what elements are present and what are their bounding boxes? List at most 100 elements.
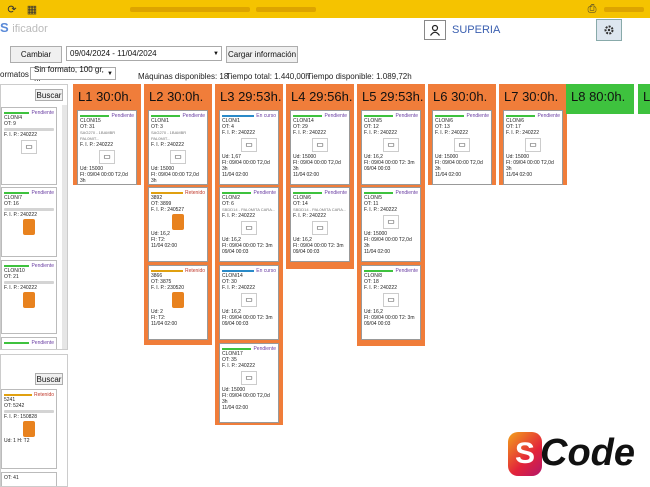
order-card[interactable]: Pendiente CLON/17 OT: 35 F. I. P.: 240222 ▭ U… [219,343,279,423]
card-units: Ud: 15000 [293,154,317,160]
product-image: ▭ [241,138,257,152]
card-end: 11/04 02:00 [222,405,249,411]
list-item[interactable]: Retenido 5241 OT: 5242 F. I. P.: 150828 … [1,389,57,469]
list-item[interactable]: Pendiente CLON/4 OT: 9 F. I. P.: 240222 … [1,107,57,185]
chevron-down-icon: ▼ [107,70,113,77]
search-button[interactable]: Buscar [35,89,63,101]
status-badge: Pendiente [111,112,134,119]
card-units: Ud: 1,67 [222,154,241,160]
card-fip: F. I. P.: 240222 [151,142,184,148]
product-image: ▭ [241,293,257,307]
list-item[interactable]: Pendiente CLON/10 OT: 21 F. I. P.: 24022… [1,260,57,334]
card-end: 11/04 02:00 [151,184,205,185]
card-ot: OT: 11 [364,201,379,207]
lane-header[interactable]: L2 30:0h. [149,89,204,104]
order-card[interactable]: Pendiente CLON/8 OT: 18 F. I. P.: 240222 ▭ Ud… [361,265,421,340]
list-item[interactable]: Pendiente CLON/7 OT: 16 F. I. P.: 240222 [1,187,57,257]
order-card[interactable]: Pendiente CLON/6 OT: 17 F. I. P.: 240222 ▭ Ud… [503,110,563,185]
list-item[interactable]: Pendiente [1,337,57,349]
left-panel-pending: Buscar Pendiente CLON/4 OT: 9 F. I. P.: … [0,84,68,350]
card-start: FI: 09/04 00:00 T2: 3m [222,315,273,321]
card-end: 11/04 02:00 [293,172,320,178]
card-end: 11/04 02:00 [151,243,178,249]
card-fip: F. I. P.: 240222 [364,285,397,291]
order-card[interactable]: Pendiente CLON/14 OT: 29 F. I. P.: 240222 ▭ U… [290,110,350,185]
machine-lane: L1 30:0h. Pendiente CLON/15 OT: 31 SAG270 - … [73,84,141,185]
card-clon: CLON/2 [222,195,241,201]
user-name: SUPERIA [452,24,501,36]
card-fip: F. I. P.: 240222 [4,212,37,218]
card-ot: OT: 18 [364,279,379,285]
machine-lane: L [638,84,650,114]
card-clon: CLON/6 [506,118,525,124]
card-start: FI: 09/04 00:00 T2,0d 3h [435,160,483,172]
card-fip: F. I. P.: 240222 [293,213,326,219]
card-start: FI: 09/04 00:00 T2: 3m [222,243,273,249]
order-card[interactable]: Pendiente CLON/1 OT: 3 SAG270 - 1BAMBR PAL0… [148,110,208,185]
card-fip: F. I. P.: 230520 [151,285,184,291]
machine-lane: L7 30:0h. Pendiente CLON/6 OT: 17 F. I. P.: … [499,84,567,185]
gear-icon[interactable] [596,19,622,41]
order-card[interactable]: Pendiente CLON/15 OT: 31 SAG270 - 1BAMBR PA… [77,110,137,185]
list-item[interactable]: OT: 41 [1,472,57,486]
card-end: 11/04 02:00 [151,321,178,327]
user-icon[interactable] [424,20,446,40]
card-clon: CLON/7 [4,195,23,201]
card-units: Ud: 16,2 [364,309,383,315]
card-ot: OT: 5242 [4,403,25,409]
order-card[interactable]: Pendiente CLON/6 OT: 13 F. I. P.: 240222 ▭ Ud… [432,110,492,185]
grid-icon[interactable]: ▦ [26,3,38,16]
status-badge: Pendiente [31,189,54,196]
card-ot: OT: 9 [4,121,16,127]
card-clon: CLON/14 [222,273,243,279]
product-image [172,292,184,308]
printer-icon[interactable]: ⎙ [587,2,597,15]
card-clon: CLON/10 [4,268,25,274]
search-button[interactable]: Buscar [35,373,63,385]
product-image: ▭ [170,150,186,164]
status-badge: Pendiente [253,345,276,352]
card-ot: OT: 3 [151,124,163,130]
lane-header[interactable]: L7 30:0h. [504,89,559,104]
card-clon: 3892 [151,195,163,201]
date-range-select[interactable]: 09/04/2024 - 11/04/2024 ▼ [66,46,222,61]
card-fip: F. I. P.: 240222 [222,363,255,369]
order-card[interactable]: En curso CLON/14 OT: 30 F. I. P.: 240222 ▭ Ud… [219,265,279,340]
order-card[interactable]: Retenido 3866 OT: 3875 F. I. P.: 230520 Ud: … [148,265,208,340]
order-card[interactable]: Retenido 3892 OT: 3899 F. I. P.: 240527 Ud: … [148,187,208,262]
card-units: Ud: 15000 [435,154,459,160]
order-card[interactable]: Pendiente CLON/6 OT: 14 SBDD14 - PAL0MITA C… [290,187,350,262]
lane-header[interactable]: L [643,89,650,104]
card-fip: F. I. P.: 240222 [293,130,326,136]
formats-select[interactable]: Sin formato, 100 gr, ... ▼ [30,65,116,83]
refresh-icon[interactable]: ⟳ [7,3,17,16]
product-image [23,421,35,437]
lane-header[interactable]: L4 29:56h. [291,89,353,104]
change-button[interactable]: Cambiar [10,46,62,63]
card-end: 11/04 02:00 [222,172,249,178]
card-start: FI: 09/04 00:00 T2,0d 3h [151,172,199,184]
card-clon: CLON/15 [80,118,101,124]
card-ot: OT: 3899 [151,201,172,207]
lane-header[interactable]: L1 30:0h. [78,89,133,104]
lane-header[interactable]: L5 29:53h. [362,89,424,104]
load-info-button[interactable]: Cargar información [226,46,298,63]
order-card[interactable]: Pendiente CLON/5 OT: 11 F. I. P.: 240222 ▭ Ud… [361,187,421,262]
card-ot: OT: 35 [222,357,237,363]
lane-header[interactable]: L8 80:0h. [571,89,626,104]
card-clon: CLON/17 [222,351,243,357]
order-card[interactable]: Pendiente CLON/2 OT: 6 SBDD14 - PAL0MITA CA… [219,187,279,262]
card-start: FI: 09/04 00:00 T2: 3m [293,243,344,249]
card-clon: CLON/1 [151,118,170,124]
card-ot: OT: 3875 [151,279,172,285]
card-end: 09/04 00:03 [364,321,391,327]
card-ot: OT: 16 [4,201,19,207]
product-image: ▭ [383,293,399,307]
lane-header[interactable]: L3 29:53h. [220,89,282,104]
scrollbar[interactable] [62,105,67,349]
lane-header[interactable]: L6 30:0h. [433,89,488,104]
order-card[interactable]: En curso CLON/1 OT: 4 F. I. P.: 240222 ▭ Ud: … [219,110,279,185]
card-fip: F. I. P.: 240222 [80,142,113,148]
card-units: Ud: 16,2 [151,231,170,237]
order-card[interactable]: Pendiente CLON/5 OT: 12 F. I. P.: 240222 ▭ Ud… [361,110,421,185]
